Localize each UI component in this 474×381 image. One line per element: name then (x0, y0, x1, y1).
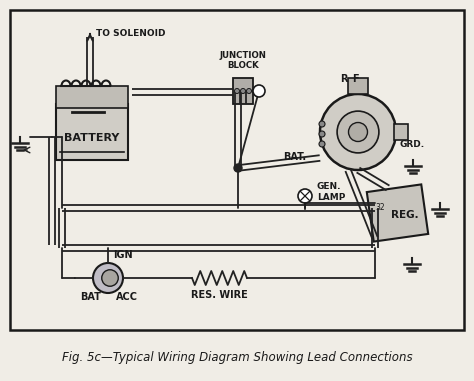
Circle shape (253, 85, 265, 97)
Text: REG.: REG. (391, 210, 418, 219)
Bar (56, 104, 128, 160)
Text: TO SOLENOID: TO SOLENOID (96, 29, 165, 38)
Text: Fig. 5c—Typical Wiring Diagram Showing Lead Connections: Fig. 5c—Typical Wiring Diagram Showing L… (62, 352, 412, 365)
Circle shape (319, 121, 325, 127)
Text: GEN.
LAMP: GEN. LAMP (317, 182, 346, 202)
Circle shape (319, 141, 325, 147)
Circle shape (235, 88, 239, 93)
Text: JUNCTION
BLOCK: JUNCTION BLOCK (219, 51, 266, 70)
Text: BATTERY: BATTERY (64, 133, 120, 143)
Circle shape (234, 164, 242, 172)
Text: BAT.: BAT. (283, 152, 306, 162)
Text: 32: 32 (375, 203, 385, 212)
Bar (56, 86, 128, 108)
Circle shape (337, 111, 379, 153)
Text: GRD.: GRD. (400, 140, 425, 149)
Text: F: F (352, 74, 359, 84)
Circle shape (298, 189, 312, 203)
Circle shape (102, 270, 118, 286)
Text: RES. WIRE: RES. WIRE (191, 290, 247, 300)
Text: IGN: IGN (113, 250, 133, 260)
Circle shape (319, 131, 325, 137)
Bar (367, 184, 428, 242)
Text: R: R (340, 74, 347, 84)
Circle shape (320, 94, 396, 170)
Bar (233, 78, 253, 104)
Text: BAT: BAT (80, 292, 101, 302)
Text: ACC: ACC (116, 292, 138, 302)
Circle shape (93, 263, 123, 293)
Bar (348, 78, 368, 94)
Circle shape (348, 123, 367, 141)
Circle shape (246, 88, 252, 93)
Circle shape (240, 88, 246, 93)
Bar (10, 10, 464, 330)
Bar (394, 124, 408, 140)
